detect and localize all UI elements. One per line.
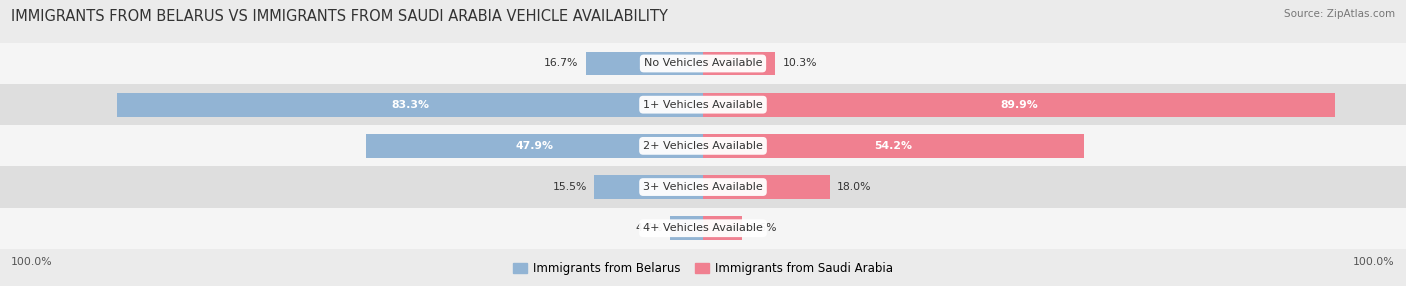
Text: 89.9%: 89.9%: [1000, 100, 1038, 110]
Bar: [586, 51, 703, 76]
Bar: [703, 175, 830, 199]
Text: 2+ Vehicles Available: 2+ Vehicles Available: [643, 141, 763, 151]
Text: No Vehicles Available: No Vehicles Available: [644, 59, 762, 68]
Bar: [0, 43, 1406, 84]
Text: 3+ Vehicles Available: 3+ Vehicles Available: [643, 182, 763, 192]
Text: 47.9%: 47.9%: [516, 141, 554, 151]
Text: 4.7%: 4.7%: [636, 223, 664, 233]
Bar: [0, 208, 1406, 249]
Text: 1+ Vehicles Available: 1+ Vehicles Available: [643, 100, 763, 110]
Bar: [703, 134, 1084, 158]
Bar: [366, 134, 703, 158]
Bar: [117, 93, 703, 117]
Text: 15.5%: 15.5%: [553, 182, 588, 192]
Bar: [703, 93, 1336, 117]
Bar: [703, 51, 776, 76]
Text: 54.2%: 54.2%: [875, 141, 912, 151]
Legend: Immigrants from Belarus, Immigrants from Saudi Arabia: Immigrants from Belarus, Immigrants from…: [509, 258, 897, 280]
Text: Source: ZipAtlas.com: Source: ZipAtlas.com: [1284, 9, 1395, 19]
Bar: [0, 125, 1406, 166]
Bar: [0, 84, 1406, 125]
Text: 18.0%: 18.0%: [837, 182, 872, 192]
Text: 16.7%: 16.7%: [544, 59, 579, 68]
Text: 4+ Vehicles Available: 4+ Vehicles Available: [643, 223, 763, 233]
Bar: [703, 216, 742, 240]
Text: 100.0%: 100.0%: [1353, 257, 1395, 267]
Bar: [0, 166, 1406, 208]
Text: 100.0%: 100.0%: [11, 257, 53, 267]
Text: IMMIGRANTS FROM BELARUS VS IMMIGRANTS FROM SAUDI ARABIA VEHICLE AVAILABILITY: IMMIGRANTS FROM BELARUS VS IMMIGRANTS FR…: [11, 9, 668, 23]
Bar: [669, 216, 703, 240]
Text: 10.3%: 10.3%: [782, 59, 817, 68]
Text: 5.6%: 5.6%: [749, 223, 778, 233]
Bar: [593, 175, 703, 199]
Text: 83.3%: 83.3%: [391, 100, 429, 110]
